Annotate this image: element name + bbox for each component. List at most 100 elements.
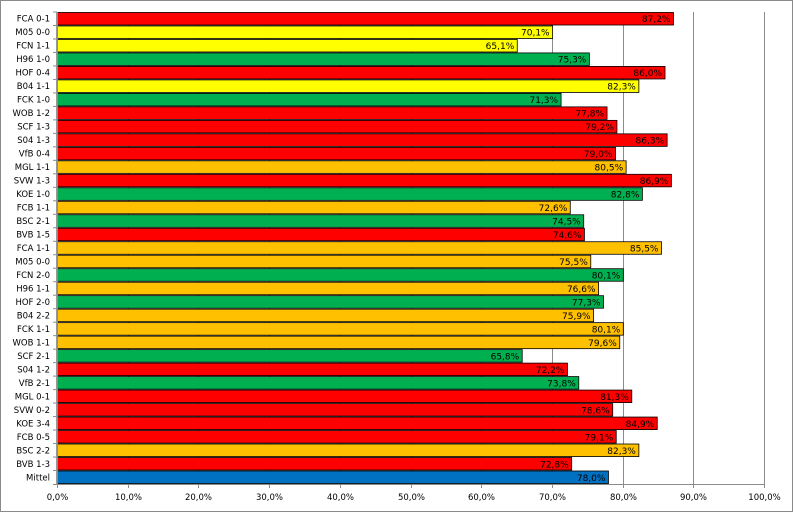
- category-label: WOB 1-2: [12, 109, 50, 119]
- data-label: 79,1%: [585, 433, 614, 443]
- x-tick-label: 10,0%: [115, 493, 142, 503]
- x-tick-label: 40,0%: [327, 493, 354, 503]
- data-label: 75,9%: [562, 312, 591, 322]
- bar: [56, 106, 608, 120]
- bar: [56, 457, 573, 471]
- data-label: 82,8%: [611, 191, 640, 201]
- x-tick-label: 0,0%: [47, 493, 69, 503]
- category-label: H96 1-0: [16, 55, 50, 65]
- data-label: 79,6%: [588, 339, 617, 349]
- category-label: H96 1-1: [16, 284, 50, 294]
- bar: [56, 160, 627, 174]
- bar: [56, 12, 674, 26]
- x-tick-label: 50,0%: [398, 493, 425, 503]
- bar: [56, 119, 618, 134]
- bar: [56, 52, 590, 66]
- labels: 0,0% 10,0% 20,0% 30,0% 40,0% 50,0% 60,0% 70,0% 8…: [12, 15, 780, 503]
- bar: [56, 335, 621, 350]
- category-label: BSC 2-1: [16, 217, 50, 227]
- bar: [56, 146, 616, 161]
- data-label: 78,6%: [581, 406, 610, 416]
- data-label: 70,1%: [521, 29, 550, 39]
- data-label: 73,8%: [547, 379, 576, 389]
- bar: [56, 79, 640, 93]
- data-label: 76,6%: [567, 285, 596, 295]
- bar: [56, 92, 562, 107]
- bar: [56, 349, 523, 363]
- category-label: Mittel: [26, 473, 50, 483]
- data-label: 87,2%: [642, 15, 671, 25]
- data-label: 77,8%: [575, 110, 604, 120]
- category-label: FCK 1-1: [17, 325, 50, 335]
- bar: [56, 281, 599, 296]
- bar: [56, 200, 571, 215]
- bar: [56, 241, 662, 255]
- bar: [56, 25, 554, 39]
- data-label: 74,6%: [553, 231, 582, 241]
- data-label: 86,9%: [640, 177, 669, 187]
- data-label: 65,8%: [491, 352, 520, 362]
- bar: [56, 443, 640, 457]
- bars: [56, 12, 674, 484]
- bar: [56, 376, 580, 390]
- category-label: S04 1-2: [17, 365, 50, 375]
- bar: [56, 416, 658, 430]
- bar: [56, 173, 672, 188]
- bar: [56, 362, 568, 377]
- category-label: BSC 2-2: [16, 446, 50, 456]
- data-label: 77,3%: [572, 298, 601, 308]
- data-label: 86,3%: [636, 137, 665, 147]
- bar: [56, 66, 666, 80]
- category-label: B04 1-1: [17, 82, 50, 92]
- category-label: M05 0-0: [15, 28, 50, 38]
- category-label: FCB 0-5: [17, 433, 50, 443]
- bar: [56, 268, 624, 282]
- bar: [56, 308, 595, 323]
- category-label: M05 0-0: [15, 257, 50, 267]
- category-label: BVB 1-5: [16, 231, 50, 241]
- data-label: 80,1%: [592, 325, 621, 335]
- category-label: VfB 2-1: [19, 379, 50, 389]
- category-label: KOE 3-4: [16, 419, 50, 429]
- category-label: SVW 1-3: [14, 177, 50, 187]
- data-label: 80,5%: [595, 164, 624, 174]
- bar: [56, 133, 668, 147]
- x-tick-label: 30,0%: [256, 493, 283, 503]
- category-label: HOF 0-4: [15, 69, 50, 79]
- data-label: 82,3%: [607, 83, 636, 93]
- data-label: 80,1%: [592, 271, 621, 281]
- bar: [56, 39, 518, 53]
- bar: [56, 187, 643, 201]
- data-label: 84,9%: [626, 420, 655, 430]
- bar: [56, 470, 609, 484]
- data-label: 79,2%: [585, 123, 614, 133]
- category-label: FCN 2-0: [16, 271, 50, 281]
- bar: [56, 430, 617, 444]
- x-tick-label: 60,0%: [468, 493, 495, 503]
- bar: [56, 403, 614, 417]
- category-label: SVW 0-2: [14, 406, 50, 416]
- category-label: HOF 2-0: [15, 298, 50, 308]
- data-label: 75,5%: [559, 258, 588, 268]
- data-label: 71,3%: [529, 96, 558, 106]
- bar: [56, 214, 585, 228]
- category-label: FCA 0-1: [17, 15, 50, 25]
- data-label: 72,8%: [540, 460, 569, 470]
- category-label: FCK 1-0: [17, 96, 50, 106]
- data-label: 72,6%: [539, 204, 568, 214]
- data-label: 74,5%: [552, 218, 581, 228]
- category-label: VfB 0-4: [19, 150, 50, 160]
- bar: [56, 254, 592, 269]
- bar: [56, 322, 624, 336]
- x-tick-label: 80,0%: [610, 493, 637, 503]
- category-label: SCF 2-1: [17, 352, 50, 362]
- axes: [53, 11, 765, 488]
- x-tick-label: 20,0%: [185, 493, 212, 503]
- data-label: 78,0%: [577, 474, 606, 484]
- bar: [56, 295, 604, 309]
- data-label: 75,3%: [558, 56, 587, 66]
- category-label: KOE 1-0: [16, 190, 50, 200]
- category-label: BVB 1-3: [16, 460, 50, 470]
- x-tick-label: 70,0%: [539, 493, 566, 503]
